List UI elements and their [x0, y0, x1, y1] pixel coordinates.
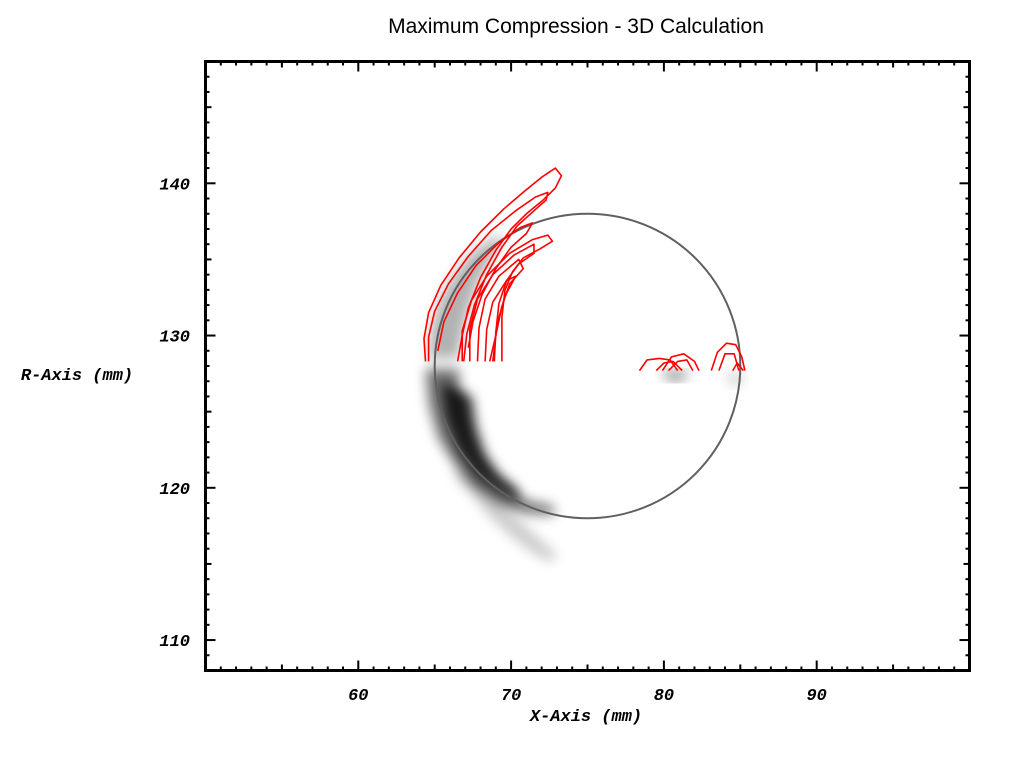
x-tick-label-60: 60: [348, 687, 368, 706]
contour-line-2: [437, 222, 534, 351]
y-tick-label-130: 130: [159, 329, 190, 348]
contour-line-3: [461, 234, 554, 362]
contour-line-12: [718, 352, 740, 371]
contour-line-5: [476, 258, 525, 362]
contour-line-0: [423, 167, 563, 362]
shaded-band-2: [453, 468, 557, 563]
x-axis-label: X-Axis (mm): [529, 708, 642, 727]
contour-line-1: [427, 191, 549, 362]
x-tick-label-80: 80: [654, 687, 674, 706]
plot-area: [423, 167, 746, 563]
shaded-band-5: [725, 372, 745, 388]
contour-line-6: [484, 275, 517, 362]
contour-line-10: [667, 359, 694, 372]
x-tick-label-90: 90: [806, 687, 826, 706]
plot-frame: [204, 60, 971, 672]
y-tick-label-120: 120: [159, 481, 190, 500]
axis-ticks: [204, 60, 971, 672]
contour-line-13: [732, 362, 745, 372]
tick-labels: 60 70 80 90 110 120 130 140: [159, 176, 827, 706]
x-tick-label-70: 70: [501, 687, 521, 706]
contour-line-11: [710, 342, 746, 371]
contour-line-4: [468, 243, 535, 362]
y-tick-label-140: 140: [159, 176, 190, 195]
shaded-band-4: [660, 370, 690, 382]
chart-title: Maximum Compression - 3D Calculation: [388, 15, 764, 38]
contour-line-9: [661, 352, 700, 372]
shaded-band-1: [440, 381, 521, 503]
y-axis-label: R-Axis (mm): [21, 367, 133, 386]
contour-line-7: [638, 357, 679, 372]
y-tick-label-110: 110: [159, 633, 190, 652]
